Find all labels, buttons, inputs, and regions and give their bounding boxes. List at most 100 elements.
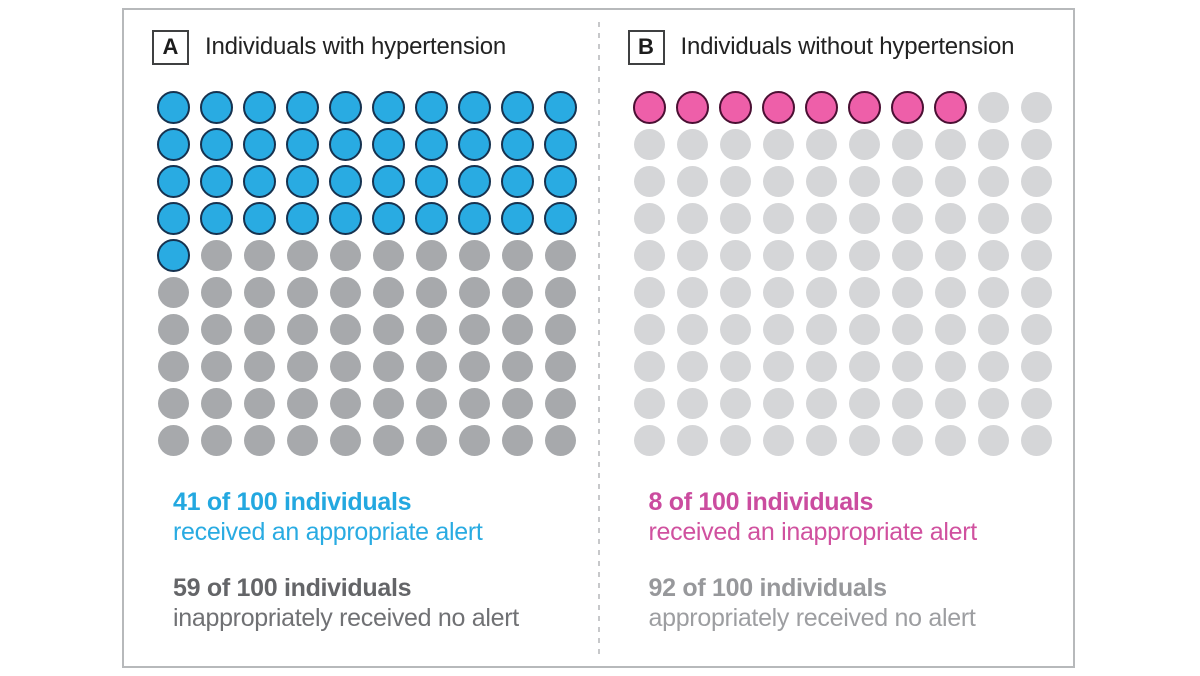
dot-plain [891, 425, 923, 456]
panel-b-stats: 8 of 100 individuals received an inappro… [649, 487, 1074, 633]
stat-appropriate-alert: 41 of 100 individuals received an approp… [173, 487, 598, 547]
dot-plain [633, 314, 665, 345]
dot-plain [676, 351, 708, 382]
dot-plain [719, 388, 751, 419]
dot-highlighted [329, 202, 362, 235]
dot-highlighted [804, 91, 838, 124]
dot-highlighted [718, 91, 752, 124]
dot-plain [287, 277, 318, 308]
dot-plain [719, 240, 751, 271]
dot-highlighted [157, 239, 190, 272]
dot-plain [891, 166, 923, 197]
dot-plain [158, 425, 189, 456]
dot-plain [805, 203, 837, 234]
dot-plain [1020, 425, 1052, 456]
dot-plain [762, 166, 794, 197]
dot-plain [545, 388, 576, 419]
dot-highlighted [458, 128, 491, 161]
dot-plain [1020, 351, 1052, 382]
dot-plain [1020, 277, 1052, 308]
dot-highlighted [200, 91, 233, 124]
dot-plain [934, 277, 966, 308]
dot-highlighted [544, 91, 577, 124]
dot-plain [805, 240, 837, 271]
dot-plain [545, 240, 576, 271]
dot-plain [848, 129, 880, 160]
dot-plain [373, 388, 404, 419]
dot-highlighted [415, 165, 448, 198]
stat-no-alert-inappropriate: 59 of 100 individuals inappropriately re… [173, 573, 598, 633]
stat-desc-inappropriate-alert: received an inappropriate alert [648, 518, 978, 546]
panel-b-dot-grid [628, 89, 1058, 459]
panel-a-title: Individuals with hypertension [205, 33, 507, 60]
dot-plain [459, 240, 490, 271]
dot-highlighted [286, 91, 319, 124]
dot-highlighted [286, 202, 319, 235]
dot-plain [459, 425, 490, 456]
dot-plain [416, 388, 447, 419]
dot-plain [676, 277, 708, 308]
dot-plain [719, 203, 751, 234]
panel-a-dot-grid [152, 89, 582, 459]
dot-highlighted [372, 202, 405, 235]
dot-plain [891, 277, 923, 308]
dot-highlighted [372, 128, 405, 161]
dot-plain [502, 425, 533, 456]
dot-plain [676, 203, 708, 234]
dot-plain [676, 314, 708, 345]
dot-highlighted [329, 128, 362, 161]
dot-plain [633, 203, 665, 234]
dot-plain [1020, 166, 1052, 197]
dot-plain [891, 388, 923, 419]
dot-highlighted [415, 91, 448, 124]
dot-plain [201, 277, 232, 308]
dot-plain [502, 388, 533, 419]
dot-plain [416, 314, 447, 345]
dot-plain [848, 240, 880, 271]
dot-plain [633, 166, 665, 197]
dot-highlighted [675, 91, 709, 124]
dot-highlighted [157, 165, 190, 198]
dot-plain [891, 351, 923, 382]
dot-highlighted [415, 202, 448, 235]
dot-plain [244, 314, 275, 345]
dot-highlighted [286, 165, 319, 198]
dot-plain [158, 314, 189, 345]
dot-plain [762, 351, 794, 382]
dot-plain [201, 240, 232, 271]
dot-plain [244, 240, 275, 271]
dot-plain [762, 277, 794, 308]
dot-plain [416, 351, 447, 382]
dot-plain [158, 277, 189, 308]
dot-plain [848, 203, 880, 234]
dot-plain [934, 388, 966, 419]
dot-plain [805, 425, 837, 456]
dot-plain [633, 129, 665, 160]
dot-plain [373, 314, 404, 345]
dot-plain [977, 277, 1009, 308]
dot-plain [287, 425, 318, 456]
dot-plain [459, 314, 490, 345]
dot-plain [416, 240, 447, 271]
dot-highlighted [243, 165, 276, 198]
dot-plain [201, 351, 232, 382]
stat-count-inappropriate-alert: 8 of 100 individuals [648, 488, 874, 516]
dot-highlighted [243, 202, 276, 235]
stat-no-alert-appropriate: 92 of 100 individuals appropriately rece… [649, 573, 1074, 633]
dot-highlighted [544, 165, 577, 198]
dot-plain [158, 351, 189, 382]
stat-desc-no-alert-inappropriate: inappropriately received no alert [173, 604, 519, 632]
panel-divider [597, 22, 600, 654]
dot-plain [762, 203, 794, 234]
dot-plain [330, 277, 361, 308]
dot-highlighted [501, 202, 534, 235]
dot-plain [977, 166, 1009, 197]
dot-plain [805, 388, 837, 419]
dot-plain [633, 240, 665, 271]
dot-highlighted [501, 128, 534, 161]
dot-plain [1020, 203, 1052, 234]
stat-count-no-alert-inappropriate: 59 of 100 individuals [173, 574, 412, 602]
figure-frame: A Individuals with hypertension 41 of 10… [122, 8, 1075, 668]
dot-highlighted [933, 91, 967, 124]
